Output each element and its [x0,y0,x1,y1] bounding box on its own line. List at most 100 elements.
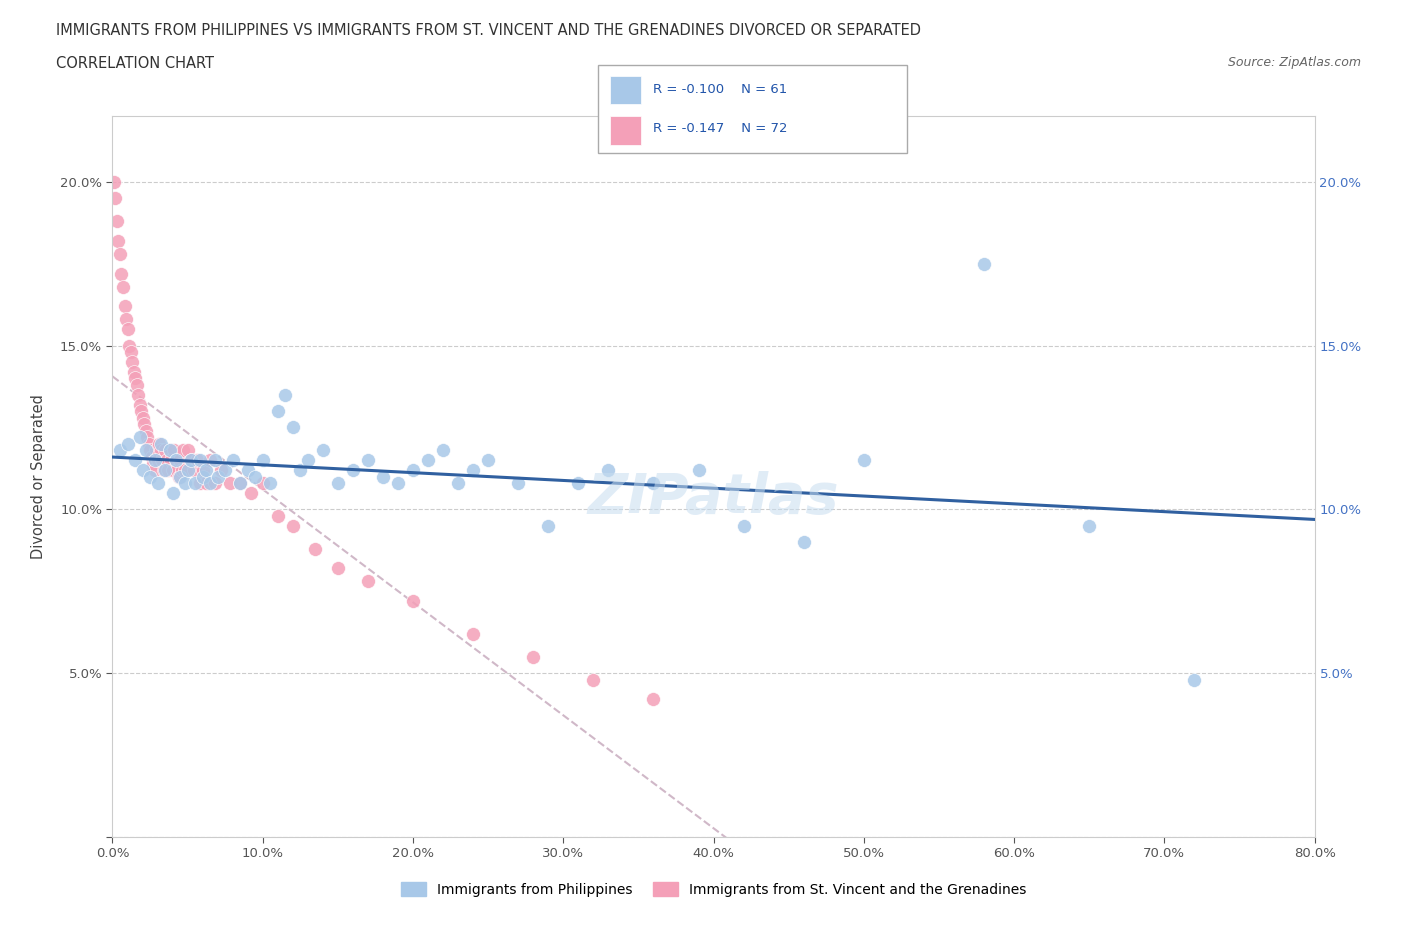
Point [143,462,166,477]
Point [153,443,176,458]
Point [117,436,139,451]
Point [184,476,207,491]
Point [166,462,188,477]
Point [186,453,208,468]
Point [252,453,274,468]
Point [176,462,198,477]
Point [274,387,297,402]
Text: R = -0.100    N = 61: R = -0.100 N = 61 [654,84,787,97]
Point [204,453,226,468]
Point [522,649,544,664]
Point [508,476,530,491]
Point [105,214,128,229]
Point [447,476,470,491]
Point [114,299,136,313]
Point [229,476,252,491]
Point [326,561,349,576]
Point [131,410,153,425]
Point [222,453,245,468]
Point [165,453,187,468]
Point [387,476,409,491]
Point [214,462,236,477]
Point [162,462,184,477]
Text: ZIPatlas: ZIPatlas [588,472,839,525]
Point [357,574,380,589]
Point [180,453,202,468]
Point [107,233,129,248]
Y-axis label: Divorced or Separated: Divorced or Separated [31,394,46,559]
Bar [610,75,641,104]
Point [252,476,274,491]
Text: Source: ZipAtlas.com: Source: ZipAtlas.com [1227,56,1361,69]
Point [688,462,710,477]
Point [643,692,665,707]
Point [477,453,499,468]
Point [173,476,195,491]
Point [183,462,205,477]
Point [852,453,875,468]
Point [148,436,170,451]
Point [267,509,290,524]
Point [124,371,146,386]
Point [402,593,425,608]
Point [312,443,335,458]
Point [131,462,153,477]
Point [245,469,267,484]
Point [169,453,191,468]
Point [170,462,193,477]
Point [598,462,620,477]
Point [198,453,221,468]
Point [194,462,217,477]
Point [136,430,159,445]
Point [281,518,304,533]
Point [115,312,138,326]
Point [157,462,180,477]
Point [138,436,160,451]
Point [793,535,815,550]
Point [371,469,394,484]
Point [537,518,560,533]
Point [973,257,995,272]
Point [146,476,169,491]
Point [239,485,262,500]
Point [104,191,127,206]
Point [169,469,191,484]
Point [326,476,349,491]
Point [103,174,125,189]
Point [236,462,259,477]
Point [125,378,148,392]
Point [143,453,166,468]
Text: IMMIGRANTS FROM PHILIPPINES VS IMMIGRANTS FROM ST. VINCENT AND THE GRENADINES DI: IMMIGRANTS FROM PHILIPPINES VS IMMIGRANT… [56,23,921,38]
Point [188,453,211,468]
Point [108,246,131,261]
Point [259,476,281,491]
Point [149,436,172,451]
Point [150,453,173,468]
Point [117,322,139,337]
Point [567,476,589,491]
Point [121,354,143,369]
Point [173,462,195,477]
Point [1078,518,1101,533]
Point [172,443,194,458]
Point [176,443,198,458]
FancyBboxPatch shape [598,65,907,153]
Point [135,423,157,438]
Point [290,462,312,477]
Text: R = -0.147    N = 72: R = -0.147 N = 72 [654,122,787,135]
Point [163,443,186,458]
Point [167,469,190,484]
Point [165,453,187,468]
Point [111,279,134,294]
Point [128,397,150,412]
Point [139,443,162,458]
Point [402,462,425,477]
Point [127,387,149,402]
Point [204,476,226,491]
Point [120,345,142,360]
Point [198,476,221,491]
Text: CORRELATION CHART: CORRELATION CHART [56,56,214,71]
Point [108,443,131,458]
Point [304,541,326,556]
Point [142,456,165,471]
